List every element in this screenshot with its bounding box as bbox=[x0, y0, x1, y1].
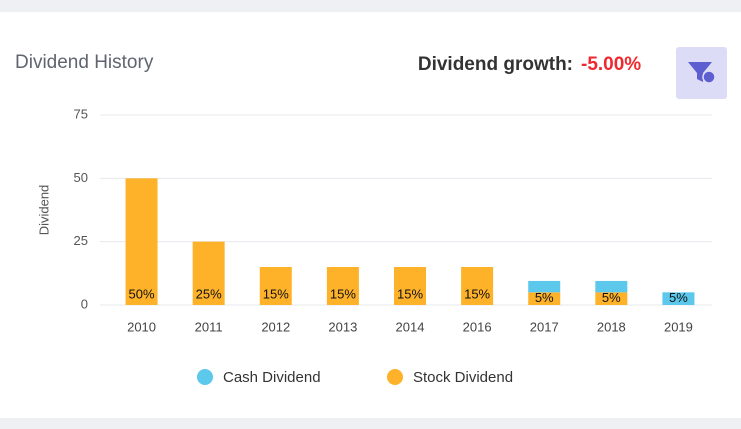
bar-segment bbox=[595, 292, 628, 305]
x-tick-label: 2016 bbox=[463, 319, 492, 334]
chart-title: Dividend History bbox=[15, 52, 154, 73]
bar-segment bbox=[461, 267, 494, 305]
data-label: 5% bbox=[535, 290, 554, 305]
x-tick-label: 2018 bbox=[597, 319, 626, 334]
bar-segment bbox=[394, 267, 426, 305]
filter-icon[interactable] bbox=[688, 62, 712, 82]
x-tick-label: 2013 bbox=[328, 319, 357, 334]
growth-value: -5.00% bbox=[581, 54, 641, 75]
x-tick-label: 2011 bbox=[195, 319, 223, 334]
bar-segment bbox=[528, 280, 561, 293]
data-label: 15% bbox=[464, 286, 490, 301]
filter-button[interactable] bbox=[676, 47, 727, 99]
x-tick-label: 2019 bbox=[664, 319, 693, 334]
y-tick-label: 75 bbox=[74, 106, 88, 121]
x-tick-label: 2017 bbox=[530, 319, 559, 334]
bar-segment bbox=[125, 178, 158, 305]
growth-label: Dividend growth: bbox=[418, 54, 573, 75]
dollar-icon[interactable] bbox=[702, 70, 716, 84]
legend-label: Cash Dividend bbox=[223, 369, 321, 386]
bar-segment bbox=[595, 280, 628, 293]
legend-swatch bbox=[197, 369, 213, 385]
bar-segment bbox=[259, 267, 292, 305]
y-tick-label: 0 bbox=[81, 296, 88, 311]
bar-segment bbox=[662, 292, 695, 305]
data-label: 50% bbox=[129, 286, 155, 301]
bar-segment bbox=[192, 241, 225, 305]
legend-label: Stock Dividend bbox=[413, 369, 513, 386]
data-label: 15% bbox=[330, 286, 356, 301]
y-tick-label: 25 bbox=[74, 233, 88, 248]
y-axis-title: Dividend bbox=[36, 185, 51, 236]
data-label: 5% bbox=[602, 290, 621, 305]
bar-segment bbox=[326, 267, 359, 305]
x-tick-label: 2010 bbox=[127, 319, 156, 334]
data-label: 5% bbox=[669, 290, 688, 305]
y-tick-label: 50 bbox=[74, 170, 88, 185]
data-label: 15% bbox=[263, 286, 289, 301]
x-tick-label: 2014 bbox=[396, 319, 425, 334]
x-tick-label: 2012 bbox=[261, 319, 290, 334]
legend-swatch bbox=[387, 369, 403, 385]
data-label: 25% bbox=[196, 286, 222, 301]
bar-segment bbox=[528, 292, 561, 305]
data-label: 15% bbox=[397, 286, 423, 301]
card bbox=[0, 12, 741, 418]
